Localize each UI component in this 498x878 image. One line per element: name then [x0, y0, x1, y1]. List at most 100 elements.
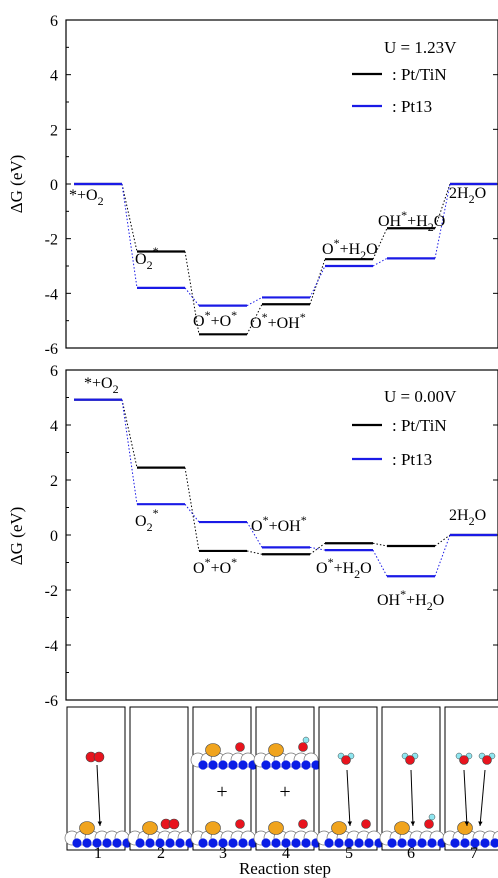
ti-atom: [470, 838, 480, 848]
ti-atom: [271, 838, 281, 848]
x-tick-label: 5: [345, 845, 353, 862]
structure-box: [129, 706, 189, 851]
series-layer: [74, 398, 497, 578]
x-tick-label: 6: [407, 845, 415, 862]
ti-atom: [344, 838, 354, 848]
species-label-2: O2*: [135, 244, 159, 272]
o-atom: [405, 755, 415, 765]
y-tick-label: 2: [50, 122, 58, 139]
o-atom: [341, 755, 351, 765]
structure-step-7: [442, 706, 498, 851]
y-tick-label: 4: [50, 68, 58, 85]
y-tick-labels: -6 -4 -2 0 2 4 6: [45, 363, 58, 710]
ti-atom: [291, 838, 301, 848]
ti-atom: [238, 760, 248, 770]
connector: [372, 257, 388, 267]
o-atom: [361, 819, 371, 829]
y-tick-label: 0: [50, 528, 58, 545]
o-atom: [298, 742, 308, 752]
pt-atom: [394, 821, 410, 835]
structure-step-3: +: [190, 706, 258, 851]
x-tick-label: 4: [282, 845, 290, 862]
species-label-1: *+O2: [84, 375, 119, 396]
ti-atom: [490, 838, 498, 848]
series-layer: [74, 182, 497, 336]
ti-atom: [364, 838, 374, 848]
x-tick-labels: 1 2 3 4 5 6 7: [94, 845, 478, 862]
structure-step-1: [64, 706, 132, 851]
arrow-head: [464, 821, 469, 826]
x-tick-label: 2: [157, 845, 165, 862]
ti-atom: [271, 760, 281, 770]
connector: [246, 521, 263, 548]
connector: [434, 183, 451, 229]
connector: [121, 399, 138, 505]
arrow-shaft: [410, 769, 414, 827]
ti-atom: [92, 838, 102, 848]
ti-atom: [165, 838, 175, 848]
structure-step-5: [316, 706, 384, 851]
structure-strip: + +: [64, 706, 498, 851]
y-tick-label: 2: [50, 473, 58, 490]
ti-atom: [460, 838, 470, 848]
y-tick-label: 0: [50, 177, 58, 194]
connector: [246, 296, 263, 307]
y-tick-label: -4: [45, 286, 58, 303]
ti-atom: [82, 838, 92, 848]
structure-step-2: [127, 706, 195, 851]
ti-atom: [311, 760, 321, 770]
pt-atom: [268, 743, 284, 757]
o-atom: [424, 819, 434, 829]
connector: [372, 228, 388, 260]
ti-atom: [228, 760, 238, 770]
connector: [246, 550, 263, 555]
pt-atom: [205, 743, 221, 757]
ti-atom: [135, 838, 145, 848]
y-tick-label: -2: [45, 583, 58, 600]
legend-label-pt-tin: : Pt/TiN: [392, 65, 447, 84]
ti-atom: [291, 760, 301, 770]
ti-atom: [198, 838, 208, 848]
pt-atom: [79, 821, 95, 835]
y-ticks: [66, 369, 498, 701]
pt-atom: [142, 821, 158, 835]
o-atom: [298, 819, 308, 829]
y-axis-title: ΔG (eV): [7, 155, 26, 214]
condition-label: U = 0.00V: [384, 387, 457, 406]
connector: [372, 542, 388, 547]
ti-atom: [354, 838, 364, 848]
connector: [309, 265, 326, 298]
species-label-7: 2H2O: [449, 185, 486, 206]
x-tick-label: 7: [470, 845, 478, 862]
arrow-head: [97, 821, 102, 826]
ti-atom: [417, 838, 427, 848]
connector: [309, 546, 326, 551]
ti-atom: [228, 838, 238, 848]
connector: [434, 183, 451, 259]
series-pt13: [74, 182, 497, 307]
o-atom: [235, 742, 245, 752]
legend-label-pt-tin: : Pt/TiN: [392, 416, 447, 435]
plus-sign: +: [279, 781, 290, 803]
arrow-head: [478, 821, 483, 826]
ti-atom: [387, 838, 397, 848]
ti-atom: [261, 760, 271, 770]
panel-bottom-chart: -6 -4 -2 0 2 4 6 ΔG (eV) U = 0.00V : Pt/TiN : …: [7, 363, 498, 710]
connector: [184, 287, 200, 306]
pt-atom: [205, 821, 221, 835]
ti-atom: [198, 760, 208, 770]
ti-atom: [427, 838, 437, 848]
ti-atom: [72, 838, 82, 848]
h-atom: [302, 736, 310, 744]
y-tick-label: 4: [50, 418, 58, 435]
ti-atom: [281, 760, 291, 770]
species-label-6: OH*+H2O: [377, 587, 444, 613]
species-label-3: O*+O*: [193, 555, 237, 577]
y-axis-title: ΔG (eV): [7, 507, 26, 566]
species-label-6: OH*+H2O: [378, 208, 445, 234]
ti-atom: [334, 838, 344, 848]
arrow-shaft: [96, 764, 101, 827]
ti-atom: [218, 760, 228, 770]
ti-atom: [208, 760, 218, 770]
